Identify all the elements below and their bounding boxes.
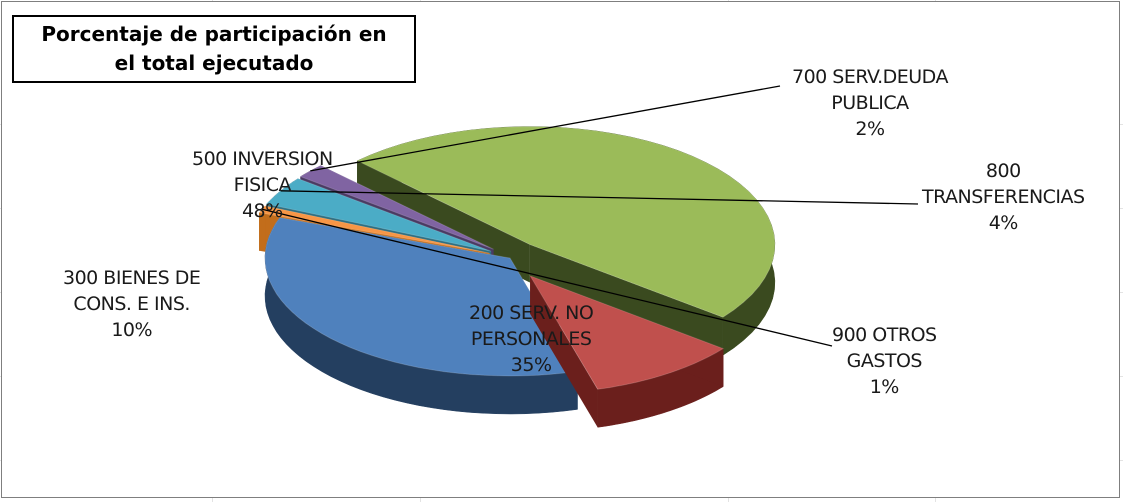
leader-line-800 bbox=[280, 190, 919, 205]
data-label-900-line-1: 900 OTROS bbox=[832, 324, 937, 346]
data-label-300[interactable]: 300 BIENES DE CONS. E INS. 10% bbox=[63, 265, 201, 343]
data-label-300-line-1: 300 BIENES DE bbox=[63, 267, 201, 289]
chart-title-line-1: Porcentaje de participación en bbox=[41, 22, 387, 46]
data-label-900-line-2: GASTOS bbox=[846, 350, 923, 372]
data-label-800-line-2: TRANSFERENCIAS bbox=[922, 186, 1085, 208]
data-label-500-line-2: FISICA bbox=[233, 174, 292, 196]
pie-slice-top-300 bbox=[528, 274, 725, 390]
data-label-700[interactable]: 700 SERV.DEUDA PUBLICA 2% bbox=[792, 64, 948, 142]
leader-line-900 bbox=[261, 208, 833, 347]
data-label-700-line-2: PUBLICA bbox=[831, 92, 909, 114]
data-label-200-line-2: PERSONALES bbox=[470, 328, 592, 350]
pie-slice-200[interactable] bbox=[264, 216, 579, 415]
data-label-800[interactable]: 800 TRANSFERENCIAS 4% bbox=[922, 158, 1085, 236]
data-label-500-line-1: 500 INVERSION bbox=[192, 148, 333, 170]
data-label-900-pct: 1% bbox=[869, 376, 900, 398]
chart-title[interactable]: Porcentaje de participación en el total … bbox=[12, 15, 416, 83]
data-label-200-line-1: 200 SERV. NO bbox=[469, 302, 594, 324]
data-label-700-line-1: 700 SERV.DEUDA bbox=[792, 66, 948, 88]
pie-slice-wall-500-1 bbox=[529, 244, 723, 356]
leader-line-700 bbox=[310, 85, 781, 172]
data-label-500[interactable]: 500 INVERSION FISICA 48% bbox=[192, 146, 333, 224]
data-label-200[interactable]: 200 SERV. NO PERSONALES 35% bbox=[469, 300, 594, 378]
data-label-300-line-2: CONS. E INS. bbox=[73, 293, 190, 315]
data-label-200-pct: 35% bbox=[510, 354, 552, 376]
pie-slice-300[interactable] bbox=[528, 274, 725, 428]
data-label-700-pct: 2% bbox=[855, 118, 885, 140]
chart-title-line-2: el total ejecutado bbox=[114, 51, 314, 75]
pie-slice-500[interactable] bbox=[356, 126, 776, 356]
data-label-500-pct: 48% bbox=[241, 200, 283, 222]
data-label-800-pct: 4% bbox=[988, 212, 1019, 234]
data-label-800-line-1: 800 bbox=[985, 160, 1021, 182]
data-label-900[interactable]: 900 OTROS GASTOS 1% bbox=[832, 322, 937, 400]
data-label-300-pct: 10% bbox=[111, 319, 153, 341]
pie-slice-top-200 bbox=[264, 217, 579, 377]
pie-slice-wall-300-1 bbox=[530, 275, 598, 428]
pie-slice-top-500 bbox=[356, 126, 776, 318]
